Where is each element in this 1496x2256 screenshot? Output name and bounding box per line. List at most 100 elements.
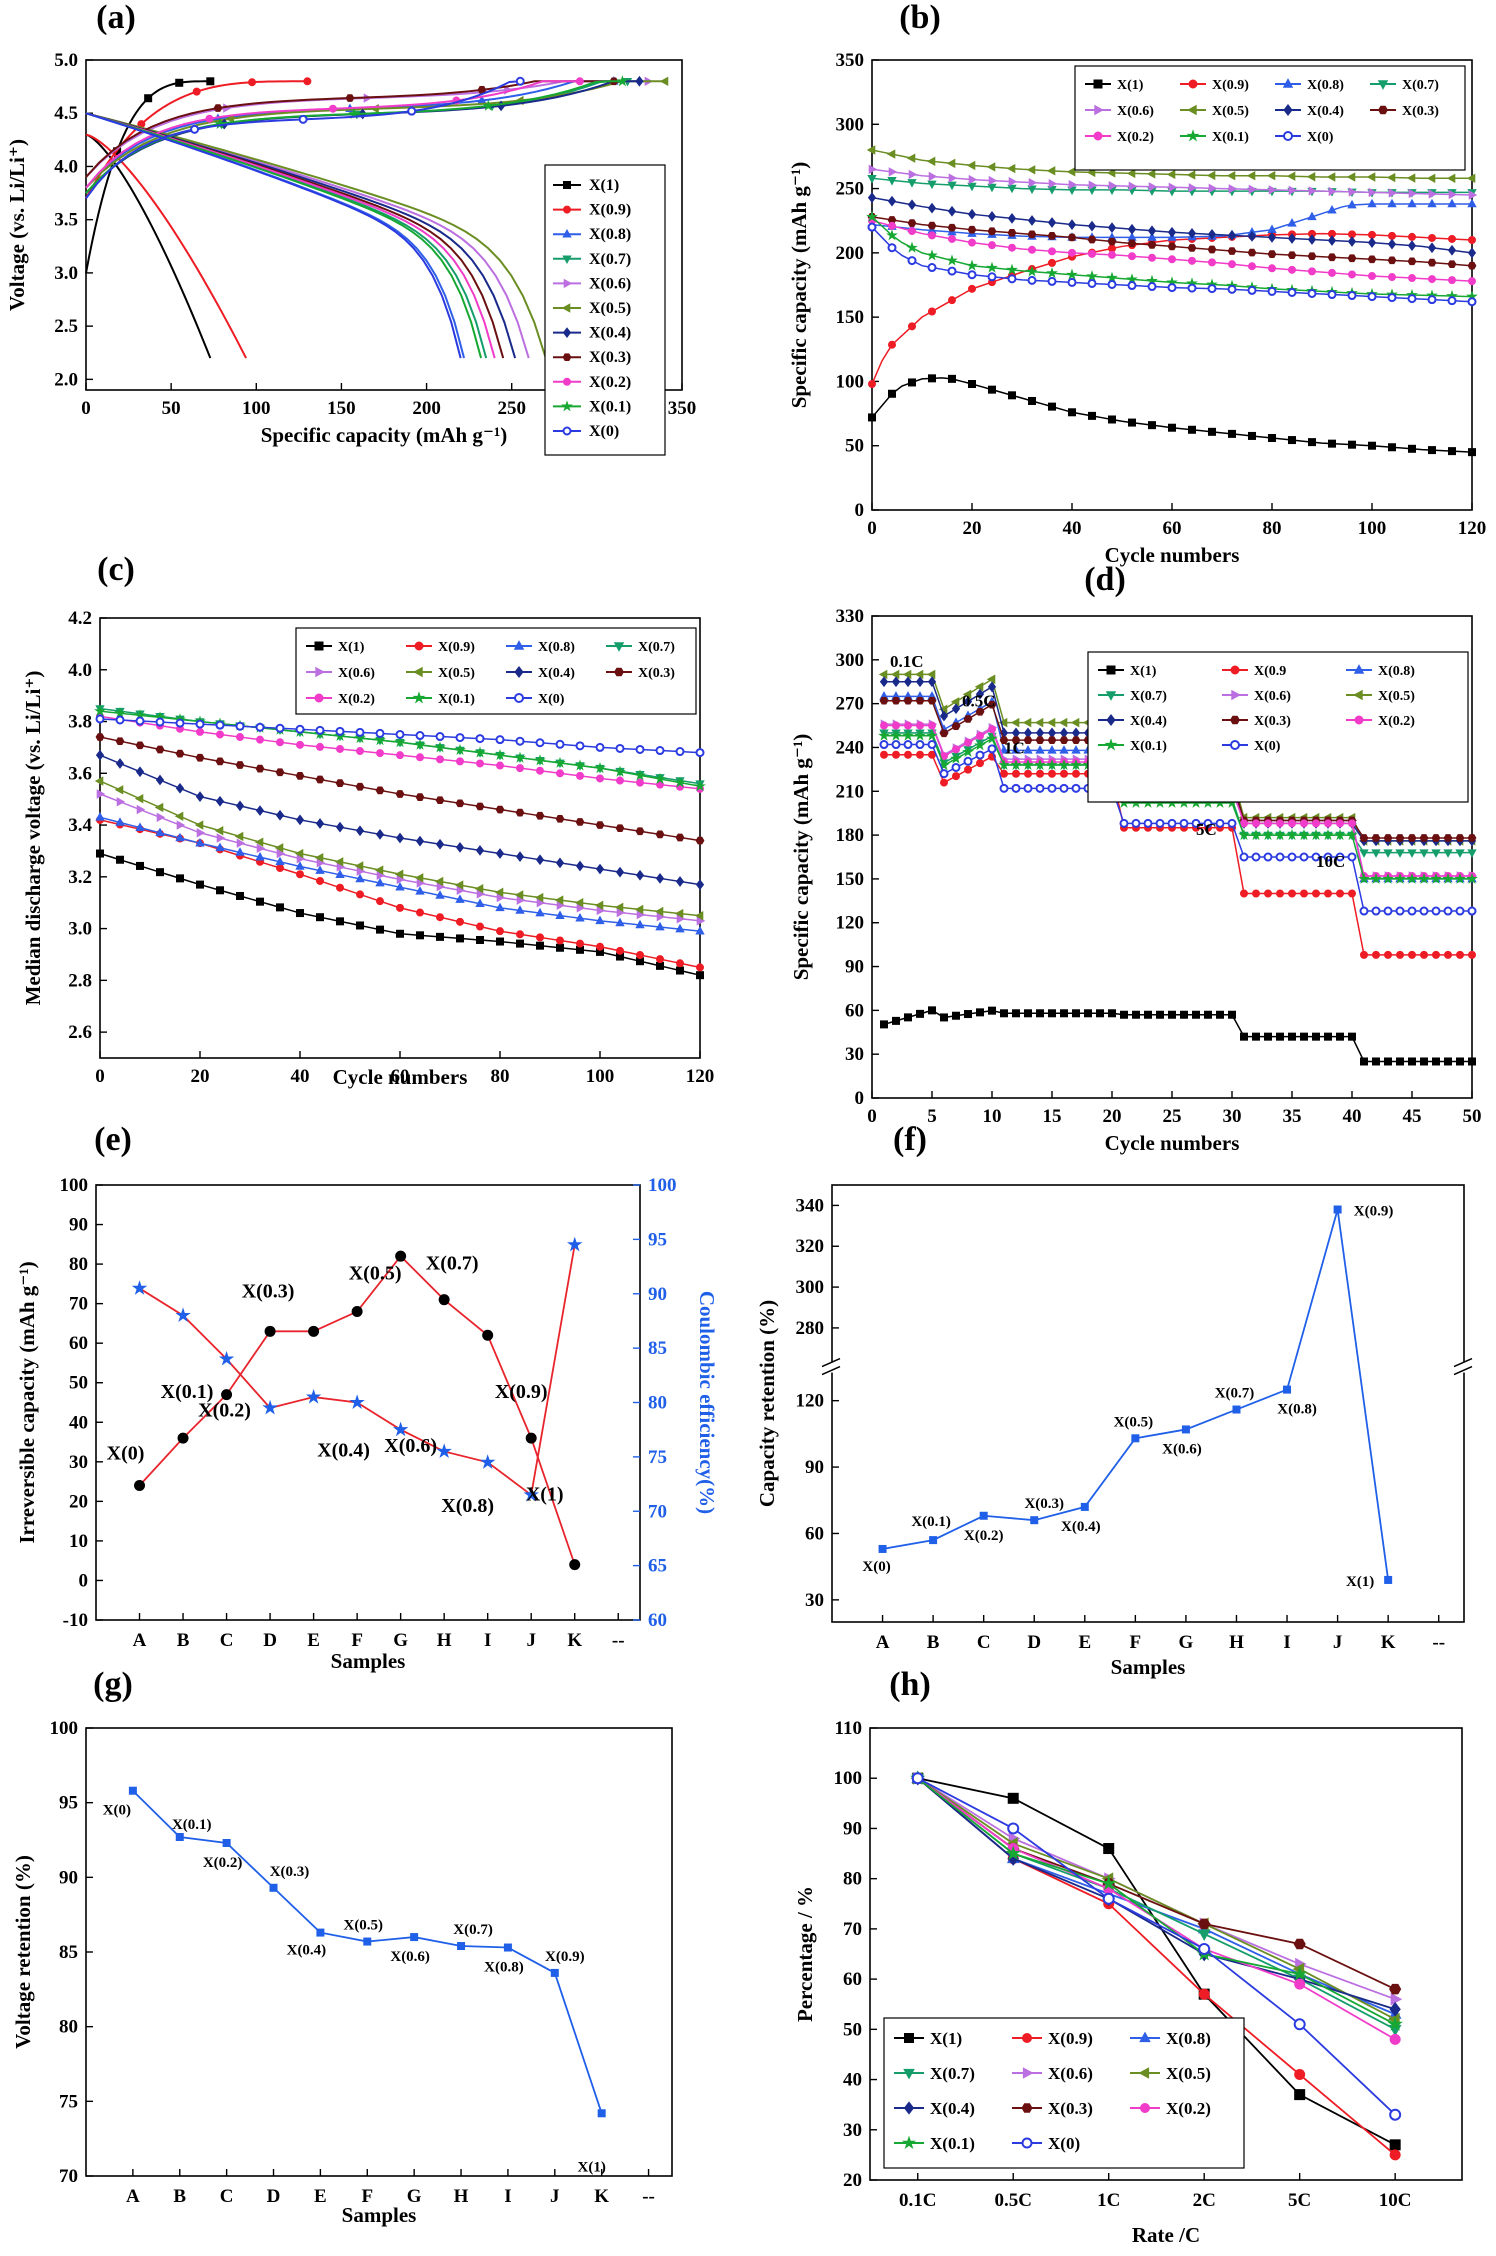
y-tick-label: 95 (59, 1793, 78, 1814)
legend-label: X(0.2) (1378, 714, 1415, 729)
data-point (535, 738, 545, 748)
data-point (135, 822, 145, 831)
data-point (967, 225, 977, 234)
data-point (1383, 849, 1393, 858)
data-point (1070, 758, 1082, 770)
x-axis-title: Rate /C (1132, 2223, 1200, 2247)
data-point (1071, 736, 1081, 744)
data-point (1168, 182, 1178, 192)
data-point (1251, 852, 1261, 862)
panel-label: (g) (93, 1666, 133, 1703)
data-point (1120, 1010, 1128, 1019)
legend-label: X(0.9 (1254, 664, 1286, 679)
data-point (328, 104, 337, 113)
data-point (596, 942, 604, 951)
data-point (928, 1006, 936, 1015)
data-point (1466, 872, 1478, 884)
data-point (636, 778, 644, 787)
data-point (1395, 834, 1405, 842)
data-point (1027, 275, 1037, 285)
data-point (1208, 183, 1218, 194)
data-point (1166, 169, 1176, 180)
data-point (135, 766, 145, 778)
data-point (494, 749, 506, 761)
y-tick-label: 2.8 (68, 970, 92, 991)
data-point (1128, 252, 1136, 261)
data-point (254, 837, 264, 847)
data-point (1348, 270, 1356, 279)
data-point (495, 848, 505, 859)
legend-marker (1282, 78, 1294, 88)
y-tick-label: 90 (845, 957, 864, 978)
x-tick-label: C (977, 1632, 991, 1653)
data-point (927, 221, 937, 230)
data-point (94, 705, 106, 717)
data-point (888, 221, 896, 230)
capacity-retention-point (1283, 1385, 1292, 1394)
data-point (987, 744, 997, 754)
data-point (354, 731, 366, 744)
legend-label: X(0.1) (1130, 739, 1167, 754)
discharge-curve (85, 112, 483, 359)
data-point (1023, 727, 1033, 739)
irreversible-capacity-point (134, 1480, 146, 1492)
data-point (1328, 186, 1338, 197)
data-point (482, 99, 495, 111)
data-point (476, 759, 484, 768)
data-point (176, 874, 184, 883)
data-point (976, 759, 984, 768)
data-point (535, 811, 545, 820)
data-point (575, 912, 585, 922)
data-point (966, 259, 978, 271)
x-tick-label: A (876, 1632, 890, 1653)
data-point (1144, 1010, 1152, 1019)
data-point (214, 826, 224, 836)
data-point (878, 669, 888, 680)
x-tick-label: 5 (927, 1106, 937, 1127)
data-point (1288, 436, 1296, 445)
y-tick-label: 4.5 (54, 103, 78, 124)
data-point (235, 847, 245, 856)
legend-marker (1139, 2031, 1151, 2043)
data-point (336, 744, 344, 753)
data-point (1447, 296, 1457, 306)
data-point (1087, 235, 1097, 244)
data-point (879, 696, 889, 705)
legend-marker (514, 665, 524, 679)
data-point (1087, 278, 1097, 288)
legend-label: X(0) (1048, 2134, 1080, 2153)
data-point (136, 861, 144, 870)
data-point (866, 210, 878, 222)
legend-marker (562, 327, 572, 338)
data-point (555, 910, 565, 919)
y-tick-label: 100 (60, 1175, 89, 1196)
data-point (1048, 1009, 1056, 1018)
y-tick-label: 10 (69, 1531, 88, 1552)
data-point (1348, 440, 1356, 449)
data-point (696, 963, 704, 972)
data-point (1454, 872, 1466, 884)
legend-marker (613, 642, 625, 652)
data-point (294, 848, 304, 859)
data-point (1000, 769, 1008, 778)
legend-label: X(0) (538, 692, 565, 707)
x-tick-label: 40 (1063, 518, 1082, 539)
data-point (1028, 177, 1038, 188)
data-point (1467, 906, 1477, 916)
data-point (1227, 247, 1237, 255)
data-point (1107, 237, 1117, 246)
data-point (1227, 818, 1237, 828)
legend-label: X(0.3) (1402, 104, 1439, 119)
data-point (1348, 889, 1356, 898)
data-point (886, 149, 896, 159)
data-point (1346, 828, 1358, 841)
legend-marker (1231, 689, 1241, 701)
data-point (1467, 247, 1477, 259)
data-point (1387, 238, 1397, 250)
data-point (116, 797, 126, 807)
data-point (216, 886, 224, 895)
data-point (1346, 172, 1356, 182)
data-point (998, 717, 1008, 728)
data-point (1008, 243, 1016, 252)
data-point (515, 808, 525, 817)
